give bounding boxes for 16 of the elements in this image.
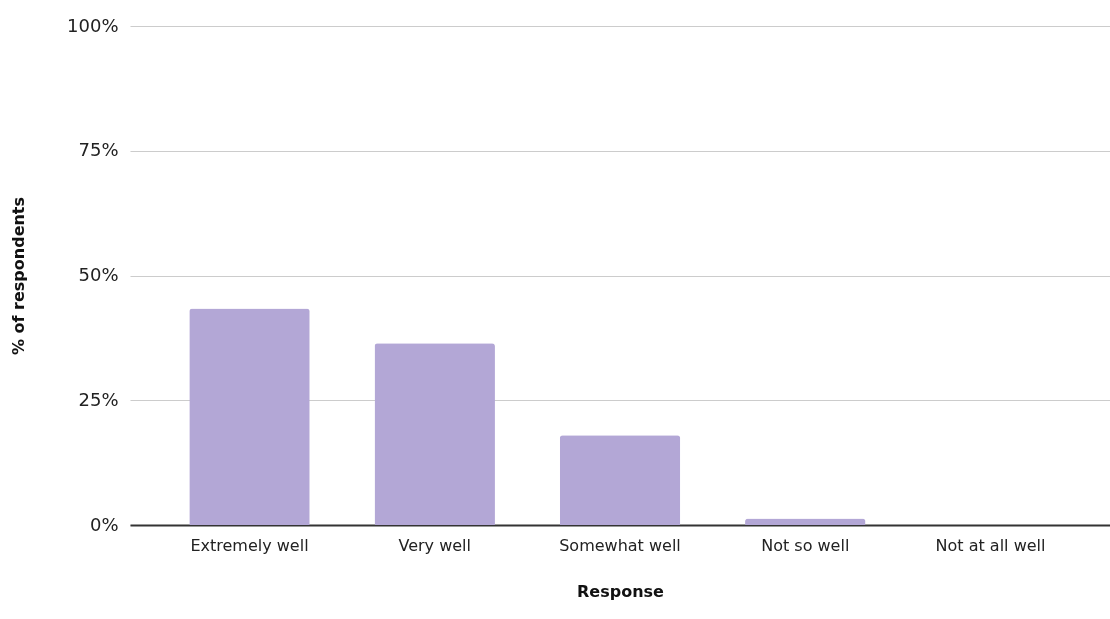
x-tick-label: Very well xyxy=(398,535,471,555)
bar xyxy=(189,308,310,525)
y-tick-label: 25% xyxy=(78,388,119,410)
y-tick-label: 75% xyxy=(78,139,119,161)
x-tick-label: Not so well xyxy=(761,535,850,555)
y-axis-title: % of respondents xyxy=(9,196,29,356)
x-axis-title: Response xyxy=(577,581,665,601)
y-tick-label: 100% xyxy=(67,14,119,36)
bar xyxy=(559,435,681,525)
x-tick-label: Not at all well xyxy=(935,535,1046,555)
x-tick-label: Somewhat well xyxy=(559,535,681,555)
y-tick-label: 50% xyxy=(78,264,119,285)
bar xyxy=(374,343,495,525)
x-tick-label: Extremely well xyxy=(190,535,309,555)
y-tick-label: 0% xyxy=(89,513,119,535)
bar xyxy=(745,518,866,525)
